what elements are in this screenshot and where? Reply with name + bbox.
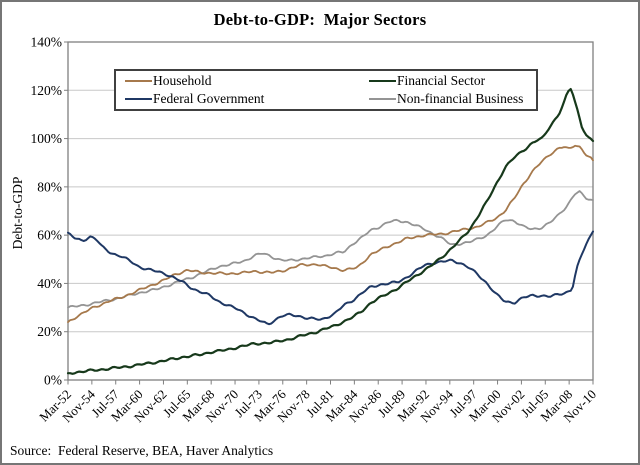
- legend-label-non-financial-business: Non-financial Business: [397, 91, 524, 107]
- legend-item-non-financial-business: Non-financial Business: [369, 92, 536, 106]
- federal-government-line-swatch: [125, 98, 152, 100]
- y-tick-label: 20%: [37, 324, 62, 339]
- series-line-financial-sector: [66, 88, 595, 375]
- y-tick-label: 120%: [31, 83, 63, 98]
- legend-label-financial-sector: Financial Sector: [397, 73, 486, 89]
- y-tick-label: 80%: [37, 179, 62, 194]
- series-line-household: [67, 144, 594, 323]
- non-financial-business-line-swatch: [369, 98, 396, 100]
- financial-sector-line-swatch: [369, 80, 396, 82]
- y-tick-label: 40%: [37, 276, 62, 291]
- legend-label-household: Household: [153, 73, 212, 89]
- y-tick-label: 60%: [37, 228, 62, 243]
- legend-item-household: Household: [125, 74, 369, 88]
- y-tick-label: 0%: [44, 373, 62, 388]
- household-line-swatch: [125, 80, 152, 82]
- plot-border: [67, 41, 594, 381]
- legend-item-federal-government: Federal Government: [125, 92, 369, 106]
- y-tick-label: 140%: [31, 35, 63, 50]
- legend: Household Financial Sector Federal Gover…: [114, 69, 538, 111]
- legend-item-financial-sector: Financial Sector: [369, 74, 536, 88]
- series-line-federal-government: [67, 230, 594, 326]
- source-note: Source: Federal Reserve, BEA, Haver Anal…: [10, 443, 274, 458]
- legend-label-federal-government: Federal Government: [153, 91, 265, 107]
- y-tick-label: 100%: [31, 131, 63, 146]
- chart-title: Debt-to-GDP: Major Sectors: [213, 10, 427, 29]
- series-line-non-financial-business: [67, 190, 594, 309]
